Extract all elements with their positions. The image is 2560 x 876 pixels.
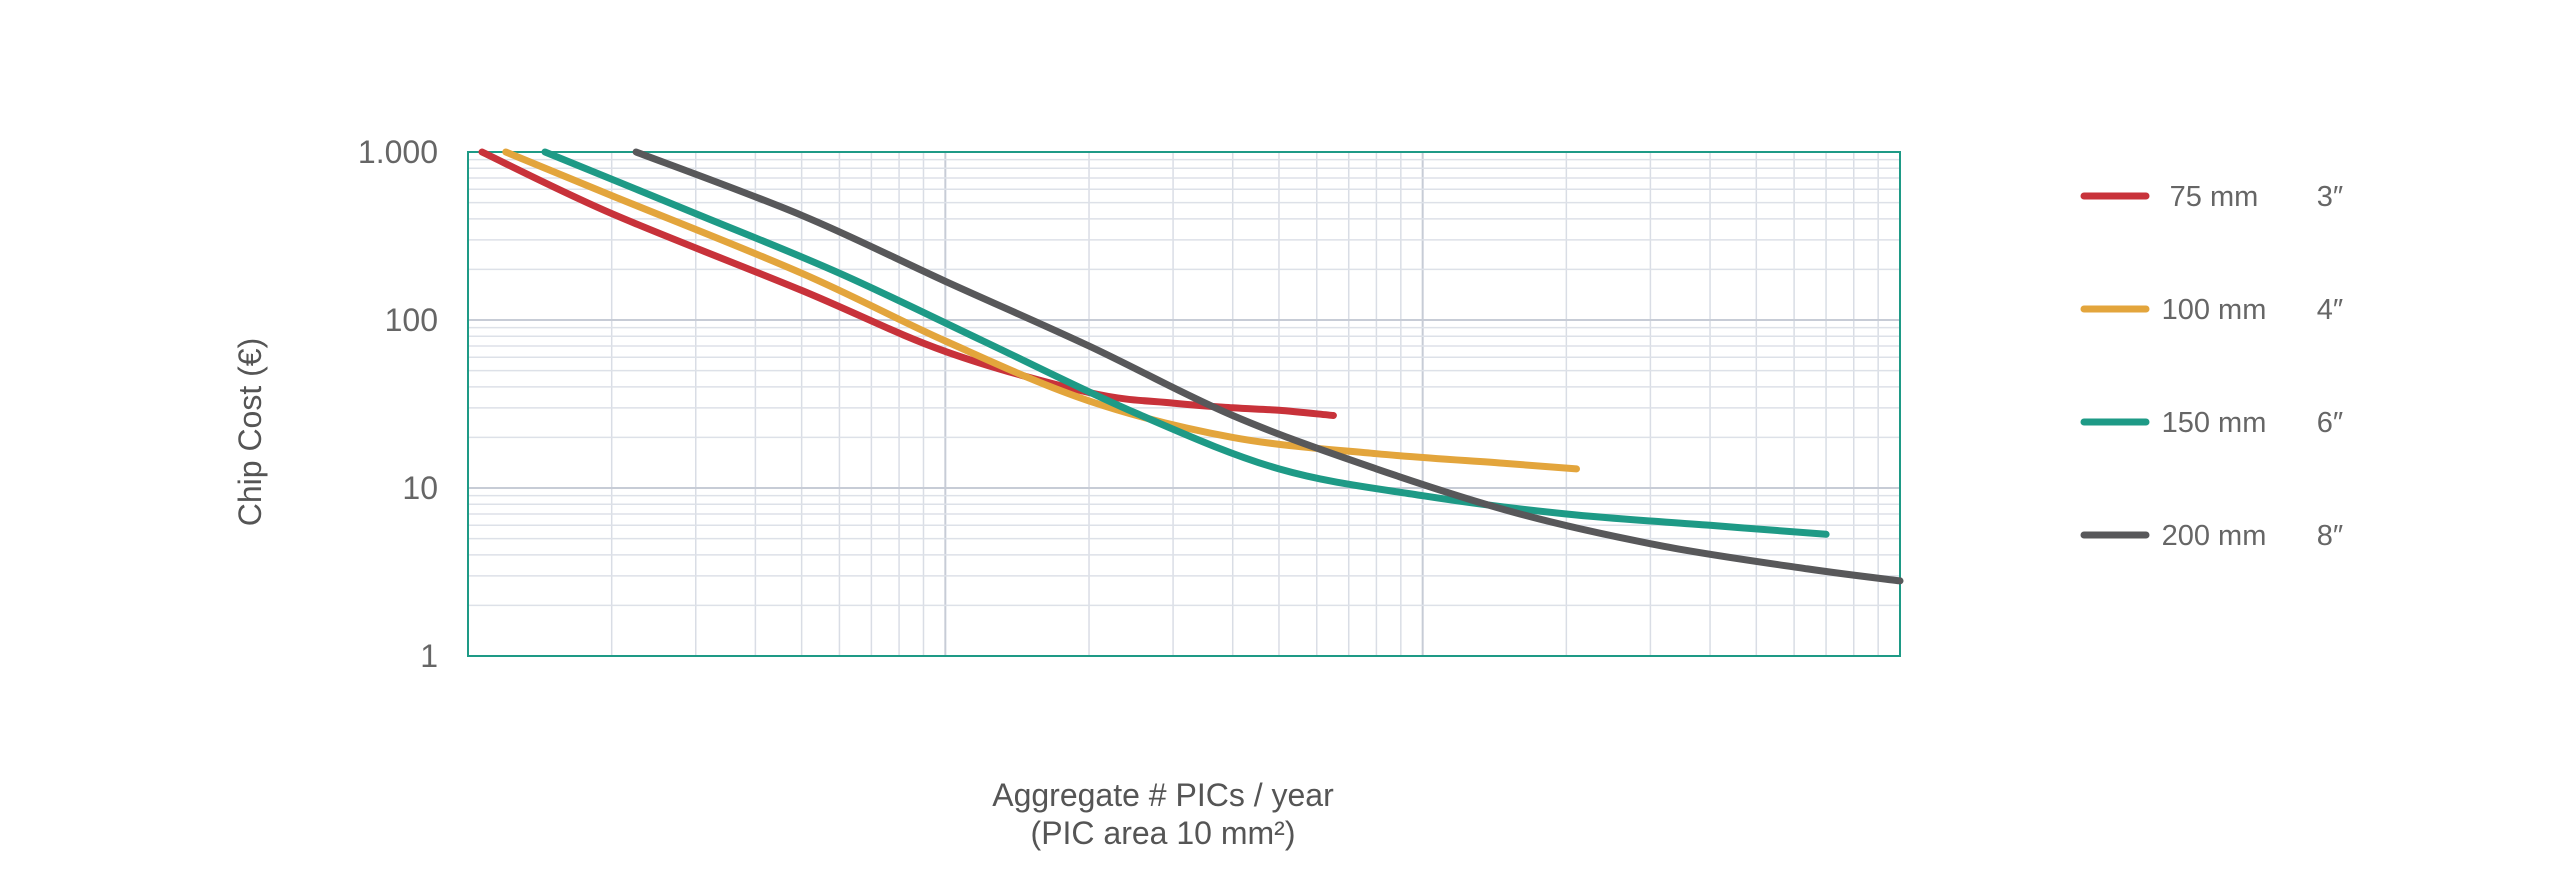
y-tick-labels: 1.000 100 10 1 [358, 134, 438, 674]
legend-label: 200 mm [2162, 520, 2267, 552]
y-axis-title: Chip Cost (€) [232, 338, 268, 527]
legend-label: 100 mm [2162, 294, 2267, 326]
x-axis-title-line-2: (PIC area 10 mm²) [1031, 815, 1296, 851]
legend-size: 8″ [2317, 520, 2343, 552]
x-axis-title-line-1: Aggregate # PICs / year [992, 777, 1334, 813]
y-tick-label: 100 [385, 302, 438, 338]
legend-label: 150 mm [2162, 407, 2267, 439]
legend-size: 4″ [2317, 294, 2343, 326]
legend-size: 3″ [2317, 181, 2343, 213]
legend-label: 75 mm [2170, 181, 2259, 213]
legend: 75 mm 3″ 100 mm 4″ 150 mm 6″ 200 mm 8″ [2080, 181, 2343, 552]
series-line-100-mm [502, 148, 1580, 473]
y-tick-label: 1.000 [358, 134, 438, 170]
plot-frame [467, 151, 1901, 657]
series-lines [478, 148, 1904, 585]
y-tick-label: 10 [402, 470, 438, 506]
series-line-200-mm [632, 148, 1904, 585]
grid [468, 152, 1900, 656]
series-line-150-mm [541, 148, 1830, 538]
legend-size: 6″ [2317, 407, 2343, 439]
y-tick-label: 1 [420, 638, 438, 674]
series-line-75-mm [478, 148, 1337, 419]
